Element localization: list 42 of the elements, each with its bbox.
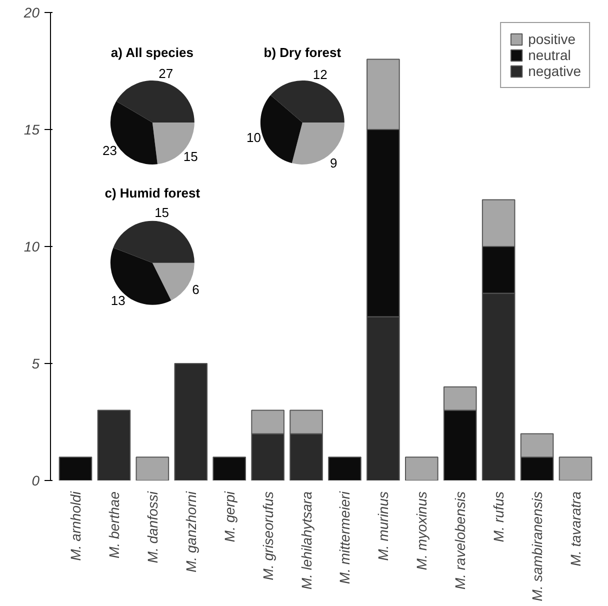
x-tick-label: M. murinus <box>375 492 392 561</box>
bar <box>558 456 592 480</box>
data-label: 23 <box>102 142 117 158</box>
bar <box>405 456 438 480</box>
data-label: 15 <box>154 205 170 220</box>
legend-label: negative <box>528 63 581 79</box>
bar <box>174 363 208 480</box>
x-tick-label: M. rufus <box>490 491 507 542</box>
legend-label: neutral <box>528 47 571 63</box>
bar <box>97 410 131 480</box>
x-tick-label: M. sambiranensis <box>529 492 546 602</box>
y-tick-label: 15 <box>24 122 40 138</box>
x-tick-label: M. myoxinus <box>414 491 430 570</box>
data-label: 10 <box>246 130 261 146</box>
data-label: 15 <box>183 148 198 164</box>
data-label: 9 <box>330 155 338 170</box>
legend-label: positive <box>528 31 576 47</box>
data-label: 6 <box>192 282 200 298</box>
data-label: 27 <box>158 66 174 81</box>
chart-title: b) Dry forest <box>264 44 342 60</box>
bar <box>328 456 362 480</box>
bar <box>136 456 170 480</box>
x-tick-label: M. lehilahytsara <box>298 491 314 590</box>
y-tick-label: 10 <box>24 238 40 254</box>
y-tick-label: 20 <box>22 4 40 20</box>
data-label: 12 <box>312 67 328 82</box>
x-tick-label: M. tavaratra <box>568 491 584 566</box>
x-tick-label: M. gerpi <box>221 490 238 542</box>
chart-title: c) Humid forest <box>104 185 201 200</box>
x-tick-label: M. ganzhorni <box>182 490 199 572</box>
bar <box>58 456 92 480</box>
chart-title: a) All species <box>110 44 194 60</box>
x-tick-label: M. berthae <box>106 491 122 558</box>
x-tick-label: M. arnholdi <box>68 490 84 561</box>
x-tick-label: M. danfossi <box>144 490 160 564</box>
y-tick-label: 0 <box>32 472 40 488</box>
bar <box>212 456 246 480</box>
x-tick-label: M. mittermeieri <box>336 490 353 584</box>
x-tick-label: M. griseorufus <box>260 491 276 580</box>
x-tick-label: M. ravelobensis <box>452 491 468 590</box>
y-tick-label: 5 <box>32 356 40 372</box>
data-label: 13 <box>110 293 126 308</box>
